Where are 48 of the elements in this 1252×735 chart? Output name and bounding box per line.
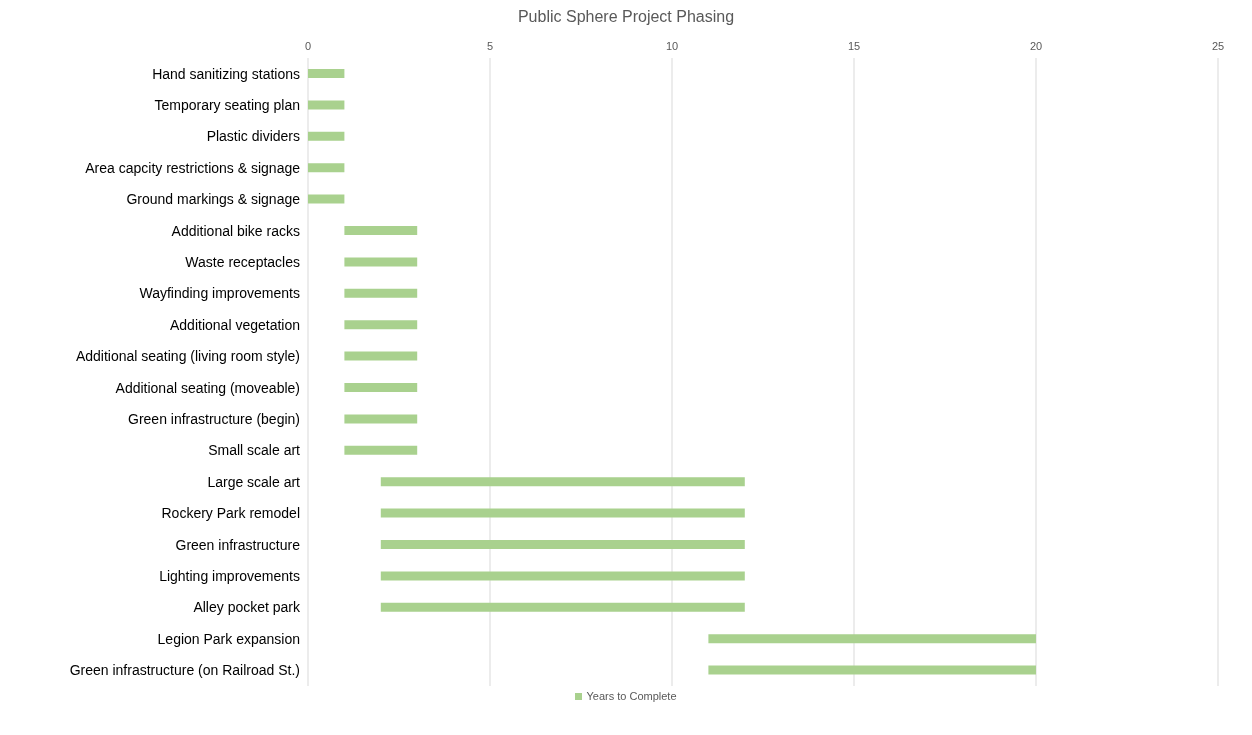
y-tick-label: Lighting improvements [159, 568, 300, 585]
bar [708, 665, 1036, 675]
y-tick-label: Ground markings & signage [126, 191, 301, 208]
bar [344, 288, 418, 298]
bar [344, 351, 418, 361]
x-tick-label: 20 [1029, 40, 1043, 52]
bar [308, 100, 345, 110]
y-tick-label: Large scale art [207, 473, 301, 490]
bar [380, 571, 745, 581]
bar [308, 68, 345, 78]
bar [344, 257, 418, 267]
bar [344, 225, 418, 235]
x-tick-label: 5 [486, 40, 494, 52]
bar [344, 320, 418, 330]
bar [308, 163, 345, 173]
y-tick-label: Wayfinding improvements [139, 285, 300, 302]
y-tick-label: Plastic dividers [206, 128, 300, 145]
legend-label: Years to Complete [585, 690, 677, 702]
y-tick-label: Area capcity restrictions & signage [85, 159, 301, 176]
y-tick-label: Additional seating (moveable) [115, 379, 300, 396]
bar [380, 602, 745, 612]
y-tick-label: Green infrastructure [175, 536, 301, 553]
y-tick-label: Legion Park expansion [157, 630, 300, 647]
bar [380, 508, 745, 518]
y-tick-label: Alley pocket park [193, 599, 301, 616]
y-tick-label: Small scale art [208, 442, 301, 459]
y-tick-label: Hand sanitizing stations [152, 65, 300, 82]
bar [344, 382, 418, 392]
bar [708, 634, 1036, 644]
y-tick-label: Green infrastructure (begin) [128, 411, 300, 428]
x-tick-label: 25 [1211, 40, 1225, 52]
bar [380, 477, 745, 487]
y-tick-label: Green infrastructure (on Railroad St.) [69, 662, 300, 679]
y-tick-label: Waste receptacles [185, 254, 300, 271]
bar [308, 131, 345, 141]
y-tick-label: Temporary seating plan [154, 97, 300, 114]
x-tick-label: 10 [665, 40, 679, 52]
y-tick-label: Additional seating (living room style) [75, 348, 300, 365]
chart-title: Public Sphere Project Phasing [516, 8, 736, 26]
y-tick-label: Additional bike racks [171, 222, 300, 239]
bar [344, 445, 418, 455]
y-tick-label: Rockery Park remodel [161, 505, 300, 522]
y-tick-label: Additional vegetation [170, 316, 300, 333]
bar [344, 414, 418, 424]
bar [380, 539, 745, 549]
x-tick-label: 0 [304, 40, 312, 52]
x-tick-label: 15 [847, 40, 861, 52]
bar [308, 194, 345, 204]
